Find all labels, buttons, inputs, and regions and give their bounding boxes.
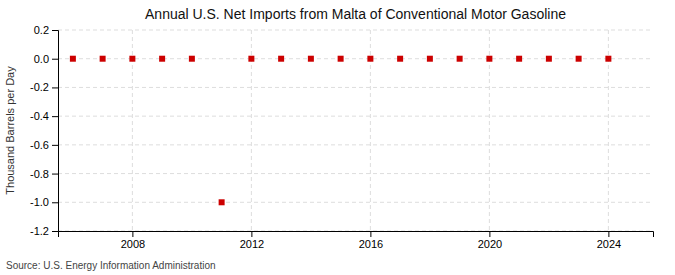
y-tick-label: -1.2 xyxy=(30,225,49,237)
plot-area: 2008 2012 2016 2020 2024 0.2 0.0 -0.2 -0.4 -0.6 -0… xyxy=(30,24,653,250)
grid-line-y xyxy=(58,87,653,88)
x-tick-mark xyxy=(608,231,609,237)
x-tick-mark xyxy=(132,231,133,237)
y-tick: 0.0 xyxy=(34,53,58,65)
y-tick-mark xyxy=(52,231,58,232)
y-tick: -0.8 xyxy=(30,168,58,180)
x-tick: 2016 xyxy=(359,231,383,250)
x-tick-label: 2012 xyxy=(240,238,264,250)
grid-line-y xyxy=(58,202,653,203)
chart: 2008 2012 2016 2020 2024 0.2 0.0 -0.2 -0.4 -0.6 -0… xyxy=(0,0,675,275)
point xyxy=(605,56,611,62)
grid-line-y xyxy=(58,173,653,174)
points xyxy=(70,56,612,206)
y-tick: 0.2 xyxy=(34,24,58,36)
y-tick: -0.4 xyxy=(30,110,58,122)
point xyxy=(248,56,254,62)
x-tick-mark xyxy=(489,231,490,237)
point xyxy=(219,199,225,205)
x-tick-label: 2016 xyxy=(359,238,383,250)
y-tick: -0.6 xyxy=(30,139,58,151)
y-tick-label: -0.2 xyxy=(30,81,49,93)
y-tick: -1.0 xyxy=(30,196,58,208)
y-tick-label: 0.2 xyxy=(34,24,49,36)
x-tick-label: 2020 xyxy=(478,238,502,250)
point xyxy=(189,56,195,62)
point xyxy=(576,56,582,62)
y-tick-label: -0.8 xyxy=(30,168,49,180)
x-axis: 2008 2012 2016 2020 2024 xyxy=(59,231,654,250)
x-tick: 2008 xyxy=(121,231,145,250)
x-tick-mark xyxy=(370,231,371,237)
point xyxy=(427,56,433,62)
point xyxy=(159,56,165,62)
point xyxy=(70,56,76,62)
point xyxy=(367,56,373,62)
y-tick: -1.2 xyxy=(30,225,58,237)
source: Source: U.S. Energy Information Administ… xyxy=(6,260,216,271)
point xyxy=(546,56,552,62)
point xyxy=(308,56,314,62)
y-tick-label: 0.0 xyxy=(34,53,49,65)
x-tick-label: 2008 xyxy=(121,238,145,250)
y-axis-line xyxy=(52,31,59,232)
grid xyxy=(58,30,653,231)
y-tick-mark xyxy=(52,30,58,31)
y-tick-mark xyxy=(52,145,58,146)
point xyxy=(278,56,284,62)
title: Annual U.S. Net Imports from Malta of Co… xyxy=(145,6,566,22)
x-tick: 2020 xyxy=(478,231,502,250)
grid-line-y xyxy=(58,144,653,145)
y-tick-mark xyxy=(52,202,58,203)
y-tick-mark xyxy=(52,59,58,60)
x-tick-label: 2024 xyxy=(597,238,621,250)
grid-line-y xyxy=(58,116,653,117)
point xyxy=(486,56,492,62)
y-tick-mark xyxy=(52,116,58,117)
x-tick-mark xyxy=(251,231,252,237)
y-axis-label: Thousand Barrels per Day xyxy=(4,66,16,195)
y-tick: -0.2 xyxy=(30,81,58,93)
x-tick: 2012 xyxy=(240,231,264,250)
y-tick-label: -0.4 xyxy=(30,110,49,122)
x-axis-line xyxy=(59,232,654,238)
point xyxy=(100,56,106,62)
grid-line-y xyxy=(58,58,653,59)
y-tick-label: -1.0 xyxy=(30,196,49,208)
y-tick-mark xyxy=(52,174,58,175)
y-axis: 0.2 0.0 -0.2 -0.4 -0.6 -0.8 -1.0 -1.2 xyxy=(30,24,58,237)
y-tick-mark xyxy=(52,87,58,88)
x-tick: 2024 xyxy=(597,231,621,250)
y-tick-label: -0.6 xyxy=(30,139,49,151)
grid-line-y xyxy=(58,30,653,31)
point xyxy=(397,56,403,62)
point xyxy=(338,56,344,62)
point xyxy=(129,56,135,62)
point xyxy=(457,56,463,62)
point xyxy=(516,56,522,62)
